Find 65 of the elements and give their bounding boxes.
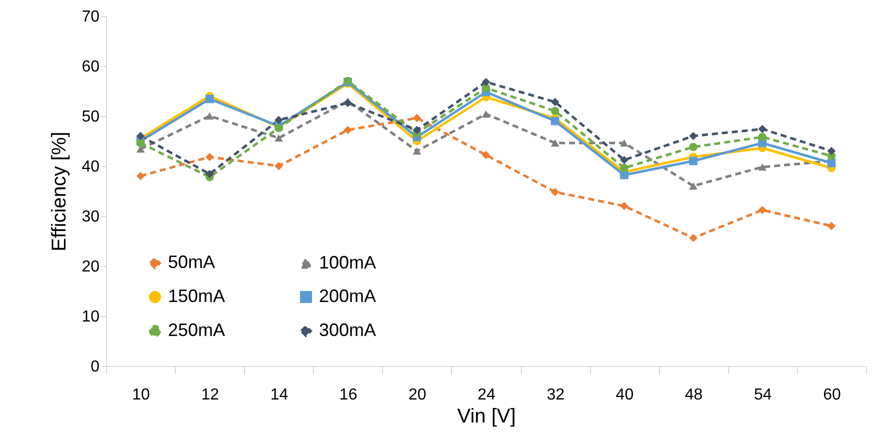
y-tick-label: 70: [82, 8, 100, 26]
point: [344, 98, 352, 108]
point: [620, 164, 628, 172]
point: [482, 150, 490, 160]
point: [482, 110, 490, 118]
point: [274, 134, 283, 142]
point: [620, 139, 628, 147]
point: [689, 234, 698, 242]
point: [136, 172, 145, 180]
legend-label: 200mA: [319, 286, 376, 306]
point: [620, 156, 628, 164]
point: [412, 147, 422, 155]
point: [689, 182, 698, 190]
legend-label: 250mA: [168, 320, 226, 340]
x-tick-label: 14: [270, 386, 288, 404]
point: [205, 112, 214, 120]
point: [136, 132, 145, 140]
point: [827, 222, 836, 230]
point: [689, 142, 698, 152]
x-tick-label: 60: [823, 386, 841, 404]
x-tick-label: 24: [478, 386, 496, 404]
point: [550, 116, 560, 126]
point: [344, 126, 352, 134]
y-tick-label: 60: [82, 58, 100, 76]
point: [412, 114, 422, 122]
x-tick-label: 40: [616, 386, 634, 404]
legend-label: 50mA: [168, 252, 216, 272]
point: [758, 124, 767, 134]
point: [205, 170, 214, 178]
point: [205, 152, 214, 162]
point: [550, 98, 560, 106]
point: [205, 94, 214, 104]
point: [412, 126, 422, 134]
point: [274, 116, 283, 124]
y-tick-label: 10: [82, 308, 100, 326]
y-tick-label: 30: [82, 208, 100, 226]
x-tick-label: 20: [408, 386, 426, 404]
y-axis-title: Efficiency [%]: [48, 132, 71, 252]
point: [550, 139, 560, 147]
point: [550, 188, 560, 196]
point: [620, 170, 628, 180]
point: [550, 106, 560, 116]
y-tick-label: 40: [82, 158, 100, 176]
x-tick-label: 54: [754, 386, 772, 404]
legend-label: 300mA: [319, 320, 376, 340]
y-tick-label: 50: [82, 108, 100, 126]
x-tick-label: 12: [201, 386, 220, 404]
x-tick-label: 48: [684, 386, 703, 404]
x-tick-label: 32: [546, 386, 565, 404]
point: [689, 132, 698, 140]
x-axis-title: Vin [V]: [457, 406, 516, 428]
y-tick-label: 20: [82, 258, 100, 276]
x-tick-label: 10: [132, 386, 150, 404]
point: [827, 146, 836, 156]
point: [758, 163, 767, 171]
legend-label: 100mA: [319, 252, 376, 272]
point: [482, 78, 490, 86]
point: [620, 202, 628, 210]
point: [758, 132, 767, 142]
point: [274, 162, 283, 170]
legend-label: 150mA: [168, 286, 226, 306]
point: [758, 206, 767, 214]
point: [689, 156, 698, 166]
x-tick-label: 16: [339, 386, 358, 404]
y-tick-label: 0: [90, 358, 100, 376]
